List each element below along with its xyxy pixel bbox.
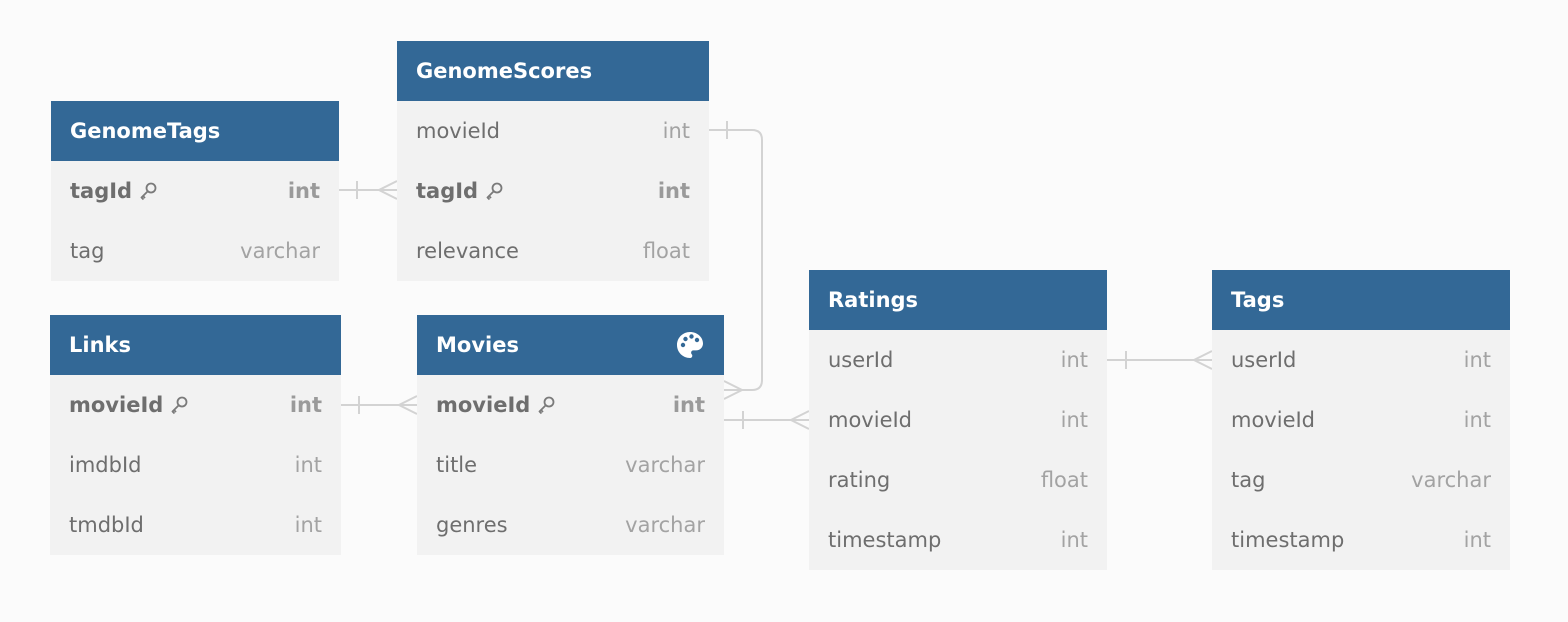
- column-row-movieid[interactable]: movieId int: [417, 375, 724, 435]
- connector-links-movies: [341, 395, 418, 415]
- column-name: tagId: [70, 179, 133, 203]
- column-type: float: [1040, 468, 1088, 492]
- column-type: int: [1463, 408, 1491, 432]
- column-name: movieId: [416, 119, 501, 143]
- key-icon: [140, 182, 157, 201]
- table-title: Tags: [1231, 288, 1285, 312]
- column-type: varchar: [625, 453, 705, 477]
- table-genometags[interactable]: GenomeTags tagId int tag varchar: [51, 101, 339, 281]
- column-row-movieid[interactable]: movieId int: [1212, 390, 1510, 450]
- column-row-relevance[interactable]: relevance float: [397, 221, 709, 281]
- connector-ratings-tags: [1107, 350, 1213, 370]
- column-row-tagid[interactable]: tagId int: [51, 161, 339, 221]
- column-row-title[interactable]: title varchar: [417, 435, 724, 495]
- column-type: varchar: [1411, 468, 1491, 492]
- column-type: int: [662, 119, 690, 143]
- table-title: Movies: [436, 333, 519, 357]
- column-type: int: [287, 179, 320, 203]
- column-type: varchar: [625, 513, 705, 537]
- connector-genometags-genomescores: [339, 180, 398, 200]
- table-ratings[interactable]: Ratings userId int movieId int rating fl…: [809, 270, 1107, 570]
- key-icon: [171, 396, 188, 415]
- column-name: movieId: [69, 393, 164, 417]
- column-type: float: [642, 239, 690, 263]
- column-row-imdbid[interactable]: imdbId int: [50, 435, 341, 495]
- column-row-tmdbid[interactable]: tmdbId int: [50, 495, 341, 555]
- table-header[interactable]: GenomeTags: [51, 101, 339, 161]
- column-row-tag[interactable]: tag varchar: [1212, 450, 1510, 510]
- column-name: userId: [1231, 348, 1297, 372]
- table-header[interactable]: GenomeScores: [397, 41, 709, 101]
- table-header[interactable]: Links: [50, 315, 341, 375]
- table-title: Links: [69, 333, 131, 357]
- column-type: int: [1463, 528, 1491, 552]
- column-name: imdbId: [69, 453, 142, 477]
- column-row-tag[interactable]: tag varchar: [51, 221, 339, 281]
- column-type: int: [1060, 408, 1088, 432]
- column-name: userId: [828, 348, 894, 372]
- table-movies[interactable]: Movies movieId int title varchar genres …: [417, 315, 724, 555]
- column-name: tag: [1231, 468, 1266, 492]
- column-name: movieId: [828, 408, 913, 432]
- palette-icon[interactable]: [675, 330, 705, 360]
- column-type: int: [1060, 528, 1088, 552]
- column-row-tagid[interactable]: tagId int: [397, 161, 709, 221]
- column-row-timestamp[interactable]: timestamp int: [1212, 510, 1510, 570]
- column-name: timestamp: [1231, 528, 1345, 552]
- table-genomescores[interactable]: GenomeScores movieId int tagId int relev…: [397, 41, 709, 281]
- column-row-genres[interactable]: genres varchar: [417, 495, 724, 555]
- column-row-rating[interactable]: rating float: [809, 450, 1107, 510]
- column-type: int: [672, 393, 705, 417]
- column-type: varchar: [240, 239, 320, 263]
- column-type: int: [294, 453, 322, 477]
- column-name: tag: [70, 239, 105, 263]
- column-row-movieid[interactable]: movieId int: [397, 101, 709, 161]
- key-icon: [538, 396, 555, 415]
- table-links[interactable]: Links movieId int imdbId int tmdbId int: [50, 315, 341, 555]
- column-type: int: [657, 179, 690, 203]
- table-title: GenomeTags: [70, 119, 221, 143]
- table-tags[interactable]: Tags userId int movieId int tag varchar …: [1212, 270, 1510, 570]
- column-name: rating: [828, 468, 891, 492]
- column-row-movieid[interactable]: movieId int: [50, 375, 341, 435]
- connector-movies-ratings: [724, 410, 810, 430]
- column-name: movieId: [1231, 408, 1316, 432]
- column-type: int: [289, 393, 322, 417]
- column-name: title: [436, 453, 478, 477]
- key-icon: [486, 182, 503, 201]
- column-name: timestamp: [828, 528, 942, 552]
- column-row-movieid[interactable]: movieId int: [809, 390, 1107, 450]
- column-row-userid[interactable]: userId int: [809, 330, 1107, 390]
- column-name: tmdbId: [69, 513, 144, 537]
- column-type: int: [294, 513, 322, 537]
- column-name: tagId: [416, 179, 479, 203]
- column-row-timestamp[interactable]: timestamp int: [809, 510, 1107, 570]
- column-row-userid[interactable]: userId int: [1212, 330, 1510, 390]
- table-header[interactable]: Tags: [1212, 270, 1510, 330]
- table-title: Ratings: [828, 288, 919, 312]
- column-name: relevance: [416, 239, 519, 263]
- table-header[interactable]: Movies: [417, 315, 724, 375]
- column-type: int: [1463, 348, 1491, 372]
- column-name: genres: [436, 513, 508, 537]
- column-name: movieId: [436, 393, 531, 417]
- table-header[interactable]: Ratings: [809, 270, 1107, 330]
- table-title: GenomeScores: [416, 59, 593, 83]
- column-type: int: [1060, 348, 1088, 372]
